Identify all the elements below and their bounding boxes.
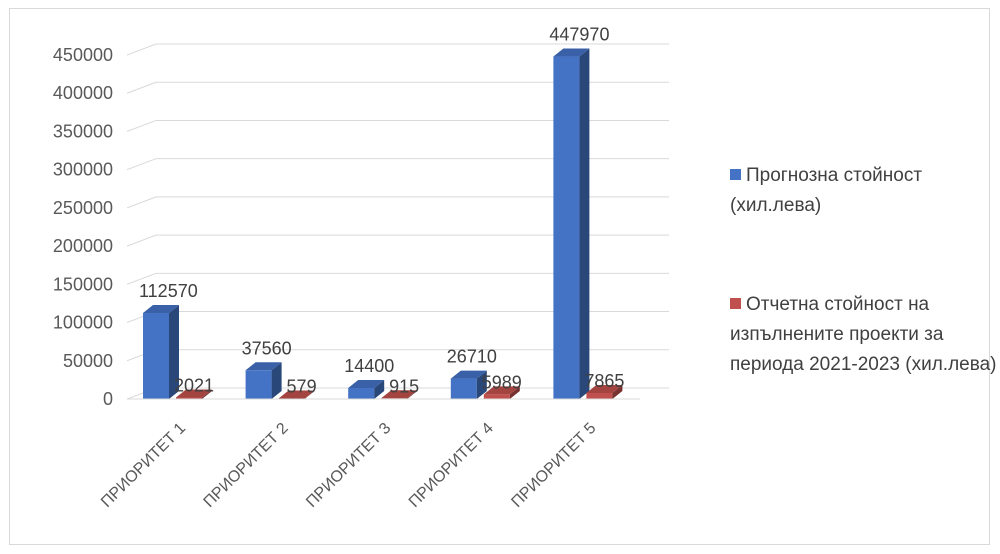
y-tick-label: 100000 (53, 313, 113, 333)
data-label: 26710 (447, 347, 497, 367)
legend-item-reported: Отчетна стойност на изпълнените проекти … (730, 290, 1000, 380)
bar-side (509, 386, 520, 399)
x-tick-label: ПРИОРИТЕТ 5 (508, 420, 599, 511)
data-label: 112570 (139, 281, 198, 301)
data-label: 915 (389, 376, 419, 396)
bar-top (553, 48, 590, 57)
bar-reported (483, 394, 510, 399)
data-label: 5989 (482, 372, 522, 392)
gridline-depth (126, 158, 157, 171)
gridline-depth (126, 43, 157, 56)
bar-side (476, 370, 487, 399)
y-tick-label: 250000 (53, 198, 113, 218)
bar-forecast (553, 56, 580, 400)
bar-forecast (245, 370, 272, 399)
bar-reported (586, 392, 613, 399)
data-label: 2021 (174, 375, 214, 395)
bar-side (612, 384, 623, 399)
gridline-depth (126, 119, 157, 132)
chart-frame: 0 50000 100000 150000 200000 250000 300000 3500… (9, 8, 997, 545)
legend-label-reported: Отчетна стойност на изпълнените проекти … (730, 294, 997, 375)
y-tick-label: 200000 (53, 236, 113, 256)
y-tick-label: 0 (103, 389, 113, 409)
gridline-depth (126, 196, 157, 209)
bar-top (143, 304, 179, 313)
bar-side (169, 304, 179, 399)
bar-top (586, 384, 623, 393)
data-label: 14400 (344, 356, 394, 376)
bar-chart: 0 50000 100000 150000 200000 250000 300000 3500… (53, 25, 669, 511)
bar-top (381, 390, 418, 399)
bar-forecast (143, 312, 169, 399)
data-label: 7865 (584, 371, 624, 391)
data-label: 447970 (549, 25, 609, 45)
legend-swatch-forecast (730, 169, 741, 180)
bar-top (450, 370, 487, 379)
gridline-depth (126, 81, 157, 94)
bar-reported (176, 397, 202, 399)
bar-top (348, 379, 385, 388)
gridline-depth (126, 272, 157, 285)
y-tick-label: 350000 (53, 121, 113, 141)
x-tick-label: ПРИОРИТЕТ 1 (98, 420, 189, 511)
bar-top (245, 362, 282, 371)
y-tick-label: 300000 (53, 160, 113, 180)
y-tick-label: 400000 (53, 83, 113, 103)
y-tick-label: 450000 (53, 45, 113, 65)
y-tick-label: 50000 (63, 351, 113, 371)
bar-side (407, 390, 418, 399)
bar-side (579, 48, 590, 400)
bar-side (271, 362, 282, 399)
data-label: 37560 (242, 338, 292, 358)
bar-top (278, 390, 315, 399)
legend-label-forecast: Прогнозна стойност (хил.лева) (730, 165, 923, 216)
data-label: 579 (287, 377, 317, 397)
bar-side (304, 390, 315, 399)
bar-top (176, 389, 212, 398)
bar-forecast (450, 378, 477, 399)
legend-item-forecast: Прогнозна стойност (хил.лева) (730, 161, 1000, 221)
bar-forecast (348, 387, 375, 399)
bar-top (483, 386, 520, 395)
x-tick-label: ПРИОРИТЕТ 3 (303, 420, 394, 511)
legend-swatch-reported (730, 298, 741, 309)
gridline-depth (126, 234, 157, 247)
bar-side (374, 379, 385, 399)
x-tick-label: ПРИОРИТЕТ 2 (201, 420, 292, 511)
y-tick-label: 150000 (53, 274, 113, 294)
x-tick-label: ПРИОРИТЕТ 4 (406, 420, 497, 511)
bar-side (202, 389, 212, 399)
